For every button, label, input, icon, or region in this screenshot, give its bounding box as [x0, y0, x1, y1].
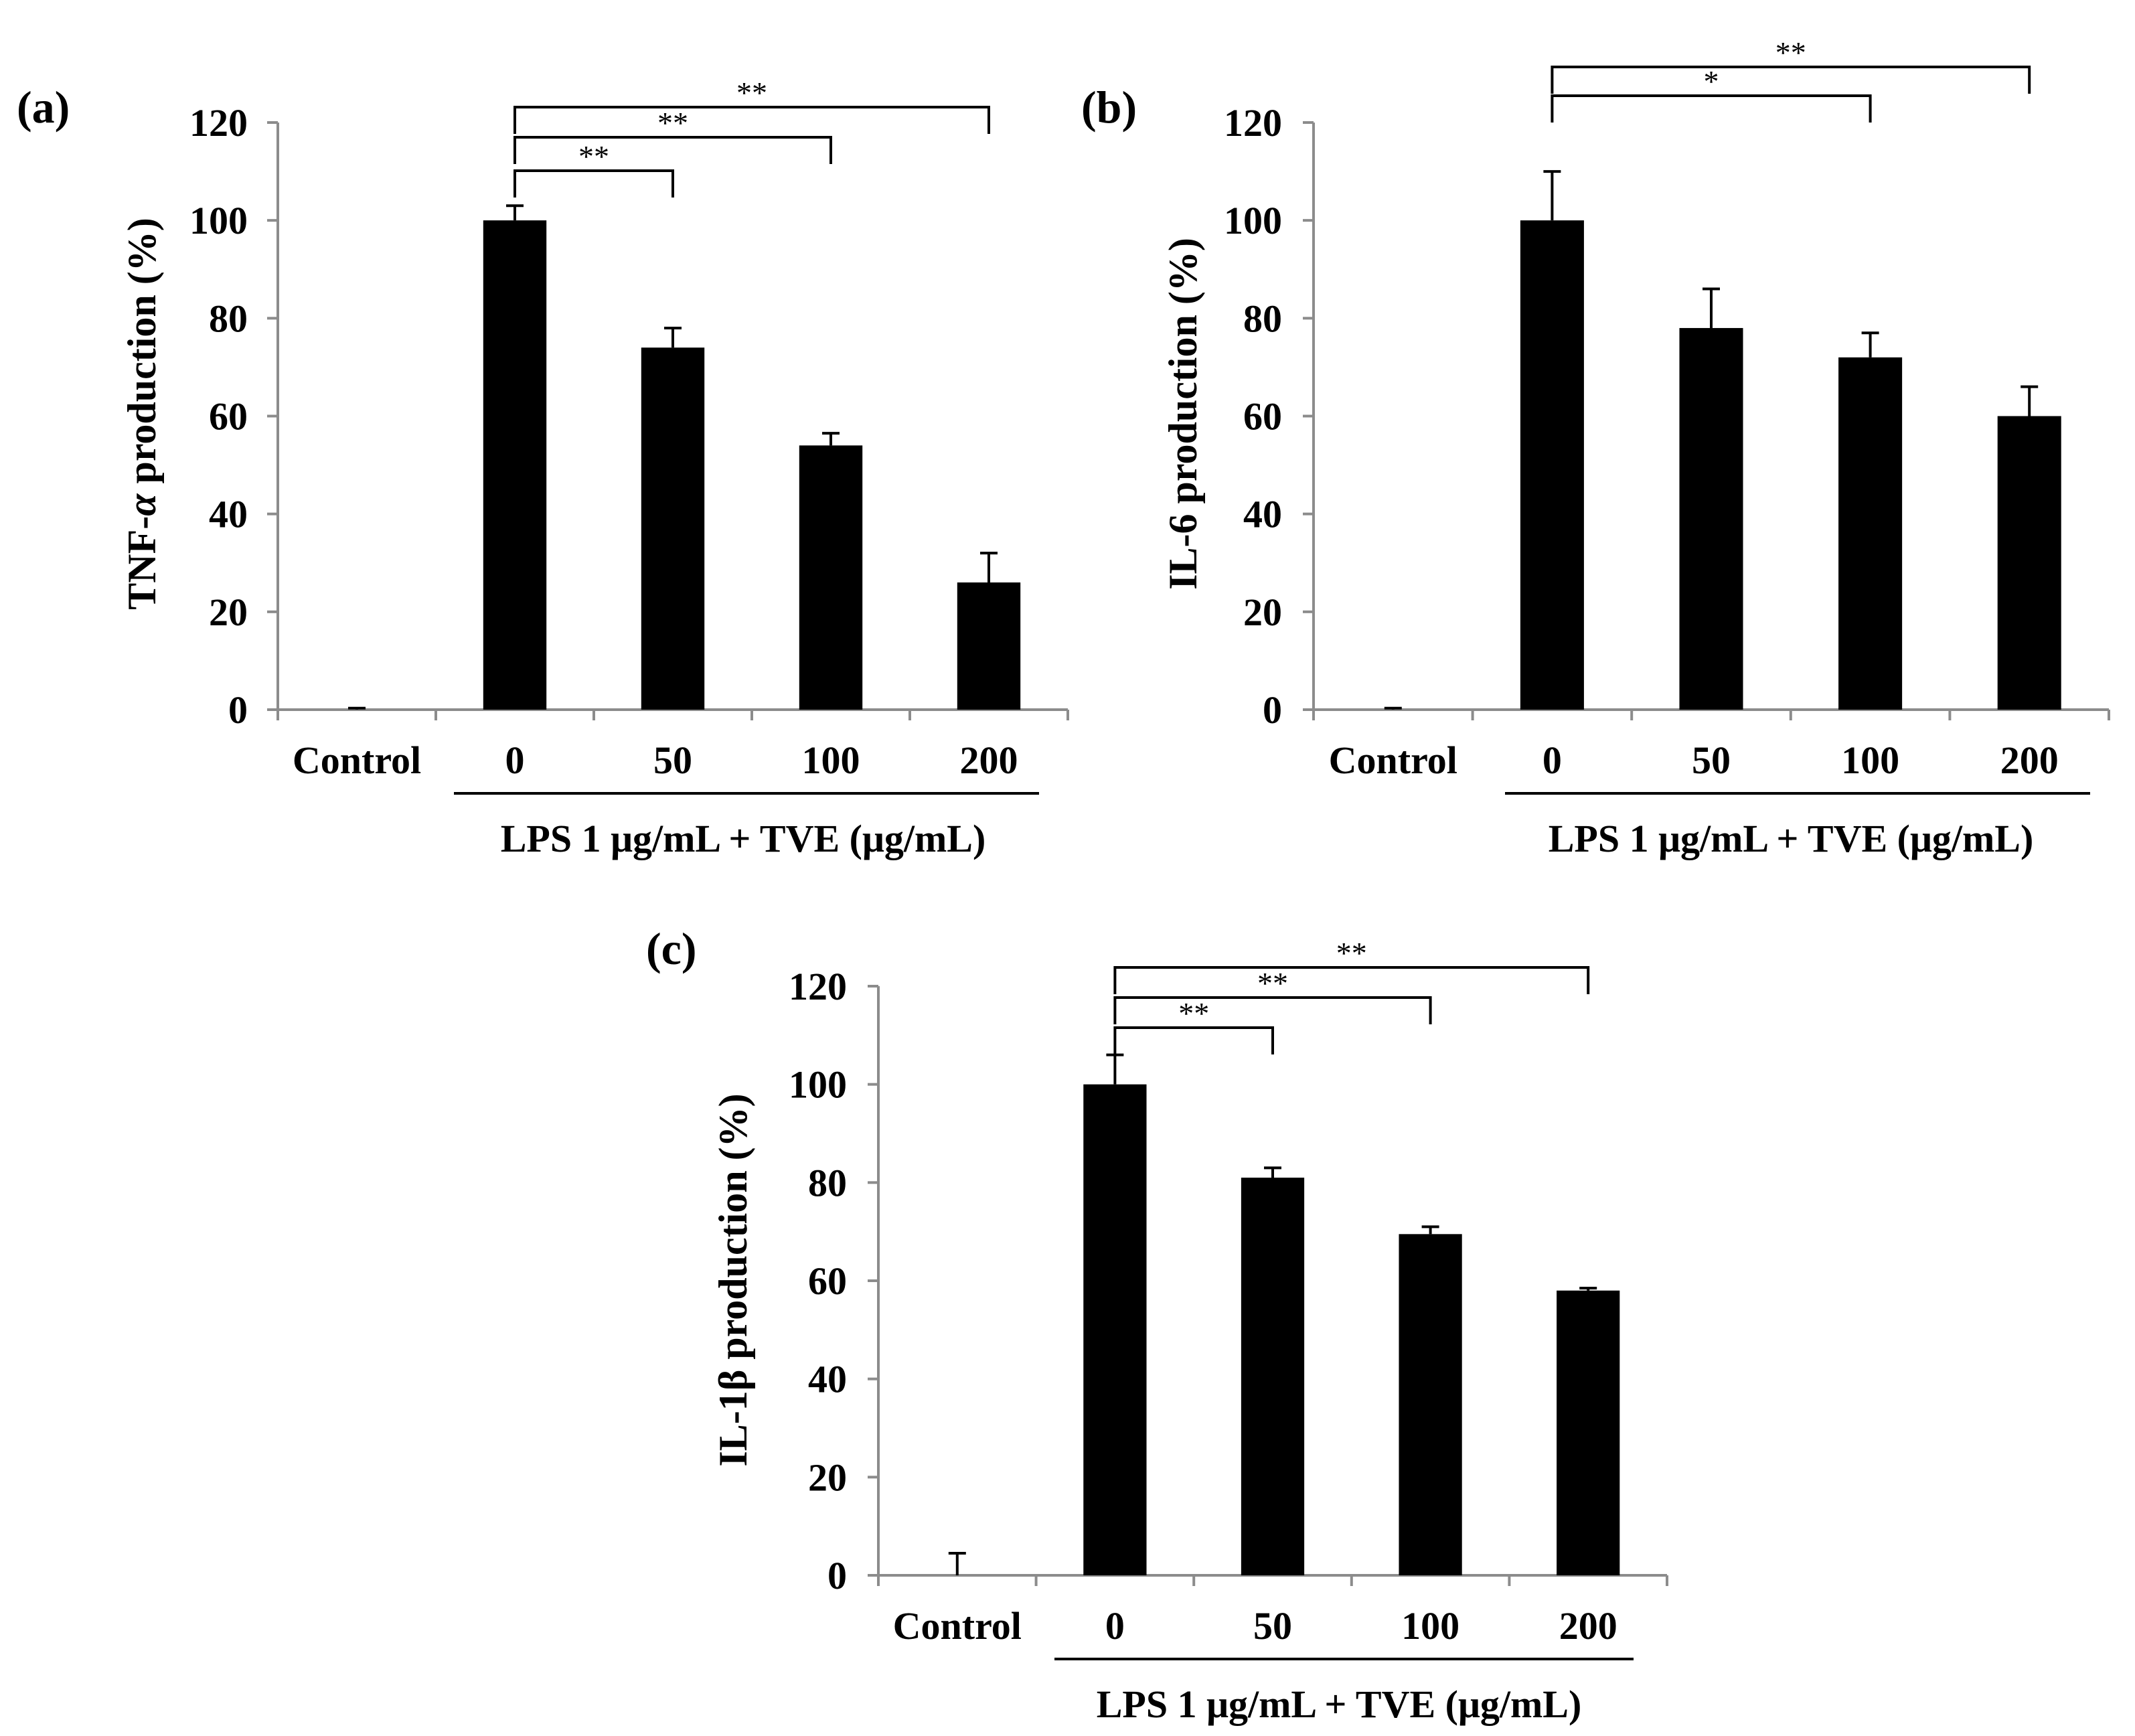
bar: [1557, 1290, 1620, 1575]
bar: [1083, 1084, 1147, 1575]
y-axis-label-suffix: production (%): [120, 218, 164, 493]
x-tick-labels: Control 0 50 100 200: [293, 738, 1018, 782]
x-tick-label: 50: [1253, 1604, 1292, 1648]
significance-bracket: [1113, 966, 1590, 994]
x-tick-label: 100: [802, 738, 860, 782]
y-axis-label-greek: α: [120, 493, 164, 516]
y-axis-label-prefix: TNF-: [120, 516, 164, 610]
y-tick-label: 0: [1263, 688, 1282, 732]
significance-label: **: [1257, 966, 1288, 1000]
y-tick-label: 120: [189, 101, 248, 145]
error-bars: [1384, 170, 2039, 710]
y-tick-labels: 0 20 40 60 80 100 120: [189, 101, 248, 732]
significance-bracket: [1113, 1026, 1274, 1054]
axes: [267, 121, 1069, 720]
panel-b: (b) IL-6 production (%) 020406080100120 …: [1081, 35, 2110, 860]
panel-label: (c): [646, 923, 696, 974]
error-bars: [948, 1053, 1597, 1575]
y-tick-label: 100: [789, 1063, 847, 1107]
x-tick-labels: Control 0 50 100 200: [1329, 738, 2059, 782]
y-axis-label: IL-1β production (%): [711, 1093, 755, 1466]
x-tick-label: 0: [1543, 738, 1562, 782]
y-tick-label: 60: [209, 395, 248, 439]
significance-bracket: [1551, 94, 1872, 123]
group-label: LPS 1 μg/mL + TVE (μg/mL): [1549, 817, 2034, 860]
panel-a: (a) TNF-α production (%) 0 20 40 60 80 100 120…: [17, 76, 1069, 860]
bars: [483, 220, 1021, 710]
bar: [1838, 357, 1903, 710]
bar: [1679, 327, 1743, 710]
x-tick-label: 100: [1401, 1604, 1459, 1648]
significance-bracket: [513, 136, 832, 164]
x-tick-label: 0: [505, 738, 525, 782]
panel-c: (c) IL-1β production (%) 0 20 40 60 80 100 120…: [646, 923, 1668, 1726]
y-tick-labels: 0 20 40 60 80 100 120: [1224, 101, 1282, 732]
x-tick-label: 200: [2000, 738, 2059, 782]
bar: [1520, 220, 1584, 710]
y-tick-label: 60: [808, 1259, 847, 1303]
y-tick-label: 40: [209, 493, 248, 536]
significance-bracket: [513, 106, 990, 134]
y-tick-label: 40: [1243, 493, 1282, 536]
x-tick-label: 200: [1559, 1604, 1617, 1648]
bars: [1520, 220, 2061, 710]
x-tick-label: 50: [1692, 738, 1731, 782]
y-axis-label: IL-6 production (%): [1161, 238, 1205, 590]
bar: [957, 582, 1021, 710]
significance-label: **: [1775, 35, 1806, 70]
y-tick-label: 60: [1243, 395, 1282, 439]
x-tick-label: 200: [960, 738, 1018, 782]
panel-label: (a): [17, 82, 70, 133]
y-tick-label: 80: [209, 297, 248, 340]
significance-label: **: [578, 139, 609, 173]
y-tick-label: 80: [808, 1161, 847, 1204]
y-tick-label: 80: [1243, 297, 1282, 340]
significance-label: **: [736, 76, 767, 110]
significance-brackets: ** ** **: [513, 76, 990, 198]
panel-label: (b): [1081, 82, 1137, 133]
y-tick-label: 120: [1224, 101, 1282, 145]
x-tick-labels: Control 0 50 100 200: [893, 1604, 1617, 1648]
y-tick-label: 20: [209, 590, 248, 634]
y-tick-label: 20: [808, 1455, 847, 1499]
significance-label: **: [1336, 936, 1367, 970]
y-tick-label: 40: [808, 1358, 847, 1401]
significance-label: *: [1704, 64, 1719, 98]
y-tick-label: 120: [789, 965, 847, 1008]
x-tick-label: Control: [293, 738, 421, 782]
bars: [1083, 1084, 1620, 1575]
x-tick-label: Control: [1329, 738, 1457, 782]
bar: [1241, 1178, 1305, 1575]
bar: [799, 445, 863, 710]
significance-brackets: ** ** **: [1113, 936, 1590, 1054]
y-tick-label: 20: [1243, 590, 1282, 634]
y-axis-label: TNF-α production (%): [120, 218, 164, 609]
y-tick-label: 0: [228, 688, 248, 732]
significance-bracket: [1113, 996, 1432, 1024]
error-bars: [348, 204, 998, 710]
significance-brackets: ***: [1551, 35, 2031, 123]
x-tick-label: Control: [893, 1604, 1022, 1648]
bar: [1399, 1234, 1462, 1575]
bar: [641, 347, 705, 710]
y-tick-label: 100: [189, 199, 248, 242]
bar: [1997, 416, 2061, 710]
group-label: LPS 1 μg/mL + TVE (μg/mL): [501, 817, 986, 860]
significance-bracket: [1551, 66, 2031, 94]
y-tick-label: 0: [827, 1554, 847, 1597]
x-tick-label: 0: [1105, 1604, 1125, 1648]
x-tick-label: 50: [653, 738, 692, 782]
y-tick-labels: 0 20 40 60 80 100 120: [789, 965, 847, 1597]
x-tick-label: 100: [1841, 738, 1899, 782]
group-label: LPS 1 μg/mL + TVE (μg/mL): [1097, 1682, 1582, 1726]
significance-label: **: [1178, 996, 1209, 1030]
bar: [483, 220, 547, 710]
y-tick-label: 100: [1224, 199, 1282, 242]
significance-label: **: [657, 106, 688, 140]
significance-bracket: [513, 169, 674, 198]
